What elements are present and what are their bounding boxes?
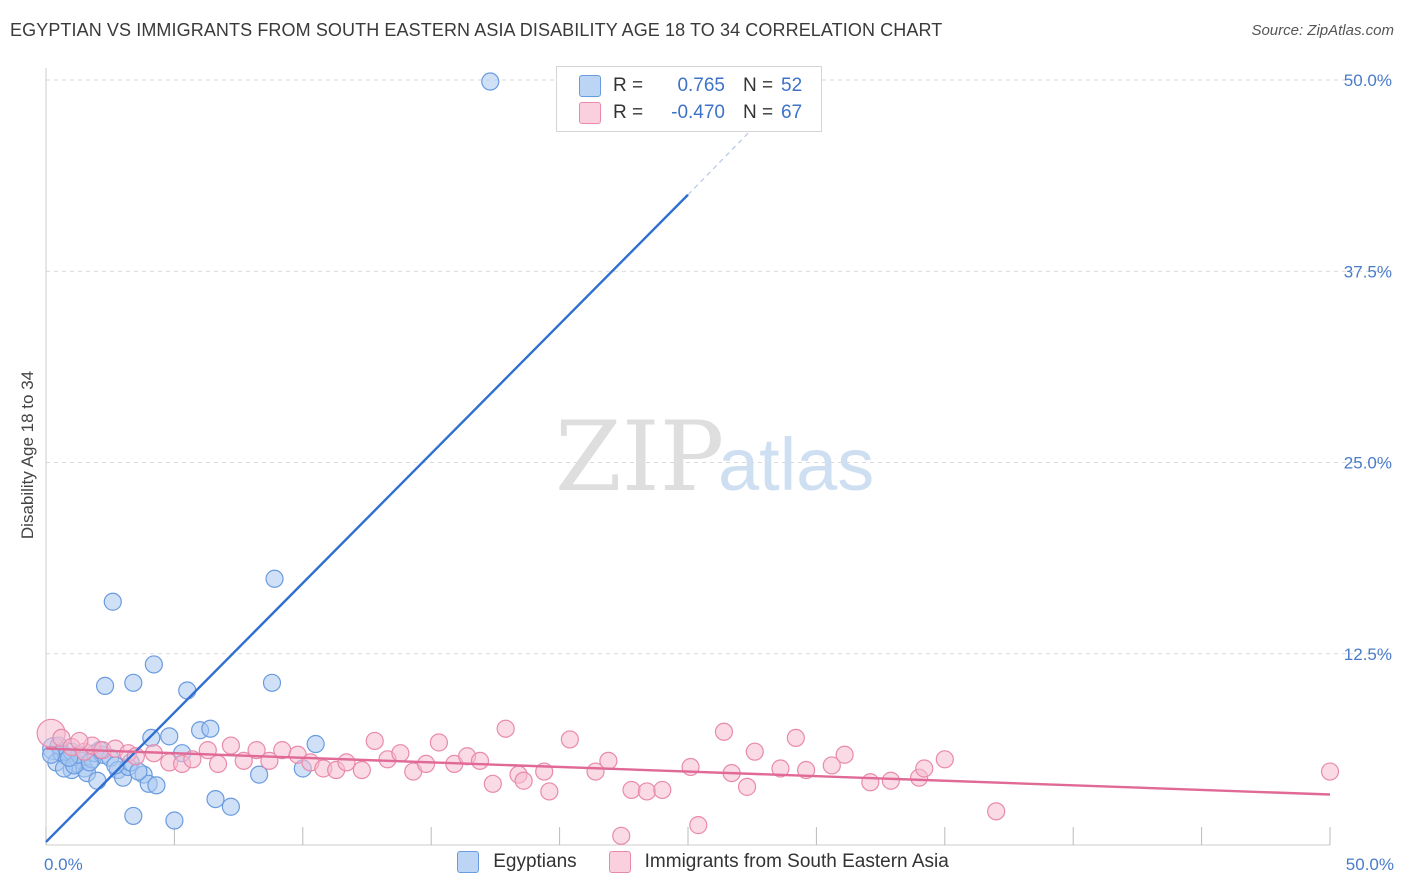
immigrants-point	[637, 782, 657, 801]
n-label: N =	[743, 75, 774, 96]
immigrants-point	[540, 782, 559, 801]
n-value: 52	[781, 75, 803, 96]
immigrants-point	[835, 745, 854, 764]
immigrants-point	[391, 744, 410, 763]
immigrants-point	[208, 754, 228, 774]
legend-label: Egyptians	[493, 851, 577, 872]
immigrants-point	[352, 760, 371, 780]
series-legend: Egyptians Immigrants from South Eastern …	[0, 851, 1406, 873]
egyptians-point	[165, 811, 184, 830]
y-axis-label: Disability Age 18 to 34	[18, 371, 37, 539]
tick-layer: 12.5% 25.0% 37.5% 50.0% 0.0% 50.0%	[44, 71, 1394, 874]
immigrants-point	[737, 777, 757, 796]
immigrants-point	[599, 751, 618, 770]
immigrants-point	[496, 719, 515, 738]
egyptians-point	[160, 727, 179, 746]
legend-swatch-pink	[579, 102, 601, 124]
immigrants-point	[429, 733, 449, 752]
y-tick-label: 12.5%	[1344, 645, 1392, 664]
egyptians-trend-line	[45, 193, 689, 843]
watermark-zip: ZIP	[555, 401, 724, 513]
legend-swatch-blue	[579, 75, 601, 97]
egyptians-point	[221, 797, 240, 816]
egyptians-point	[250, 765, 269, 784]
immigrants-point	[797, 760, 816, 780]
n-label: N =	[743, 102, 774, 123]
egyptians-point	[124, 806, 143, 826]
egyptians-point	[88, 771, 107, 790]
immigrants-point	[915, 759, 934, 778]
legend-item-immigrants[interactable]: Immigrants from South Eastern Asia	[608, 851, 949, 873]
immigrants-point	[470, 751, 490, 770]
axis-layer	[45, 68, 1331, 846]
egyptians-point	[206, 789, 225, 809]
egyptians-point	[262, 673, 282, 692]
egyptians-point	[481, 72, 500, 91]
immigrants-point	[247, 741, 266, 760]
egyptians-point	[147, 776, 166, 795]
chart-source: Source: ZipAtlas.com	[1251, 22, 1394, 39]
watermark-atlas: atlas	[718, 423, 874, 506]
egyptians-point	[103, 592, 122, 611]
egyptians-point	[142, 728, 161, 748]
immigrants-point	[771, 759, 790, 778]
egyptians-point	[265, 569, 284, 588]
immigrants-point	[612, 826, 631, 845]
egyptians-trend-extension	[687, 128, 753, 196]
egyptians-point	[95, 676, 115, 695]
immigrants-point	[987, 802, 1006, 821]
immigrants-point	[1320, 762, 1340, 781]
egyptians-point	[178, 681, 197, 700]
immigrants-point	[714, 722, 734, 741]
immigrants-point	[337, 753, 356, 772]
r-value: 0.765	[677, 75, 725, 96]
egyptians-point	[306, 734, 325, 754]
egyptians-point	[129, 762, 148, 781]
immigrants-point	[653, 780, 672, 800]
x-tick-label: 50.0%	[1346, 855, 1394, 874]
stats-legend-row-immigrants: R = -0.470 N = 67	[579, 100, 802, 126]
immigrants-point	[786, 728, 805, 748]
legend-item-egyptians[interactable]: Egyptians	[457, 851, 577, 873]
immigrants-point	[822, 756, 841, 775]
immigrants-trend-line	[45, 747, 1331, 796]
r-label: R =	[613, 75, 644, 96]
y-tick-label: 50.0%	[1344, 71, 1392, 90]
r-value: -0.470	[671, 102, 725, 123]
immigrants-point	[416, 754, 436, 774]
egyptians-point	[124, 673, 143, 692]
immigrants-point	[861, 773, 880, 792]
immigrants-point	[622, 780, 641, 800]
immigrants-point	[935, 750, 954, 769]
immigrants-point	[70, 731, 89, 751]
legend-swatch-pink	[608, 851, 631, 873]
grid-layer	[46, 79, 1390, 655]
n-value: 67	[781, 102, 803, 123]
legend-swatch-blue	[457, 851, 480, 873]
egyptians-point	[144, 655, 163, 674]
stats-legend: R = 0.765 N = 52 R = -0.470 N = 67	[556, 66, 822, 132]
immigrants-point	[221, 736, 240, 755]
trend-layer	[45, 128, 1331, 843]
y-tick-label: 25.0%	[1344, 454, 1392, 473]
immigrants-point	[560, 730, 579, 749]
chart-title: EGYPTIAN VS IMMIGRANTS FROM SOUTH EASTER…	[10, 20, 943, 40]
y-tick-label: 37.5%	[1344, 262, 1392, 281]
legend-label: Immigrants from South Eastern Asia	[644, 851, 949, 872]
x-tick-label: 0.0%	[44, 855, 83, 874]
r-label: R =	[613, 102, 644, 123]
egyptians-point	[201, 719, 220, 738]
stats-legend-row-egyptians: R = 0.765 N = 52	[579, 73, 802, 99]
watermark: ZIP atlas	[555, 401, 874, 513]
immigrants-point	[689, 816, 708, 835]
immigrants-point	[745, 742, 764, 761]
immigrants-point	[881, 771, 900, 790]
immigrants-point	[365, 731, 384, 751]
immigrants-point	[514, 771, 533, 790]
immigrants-point	[483, 774, 502, 793]
